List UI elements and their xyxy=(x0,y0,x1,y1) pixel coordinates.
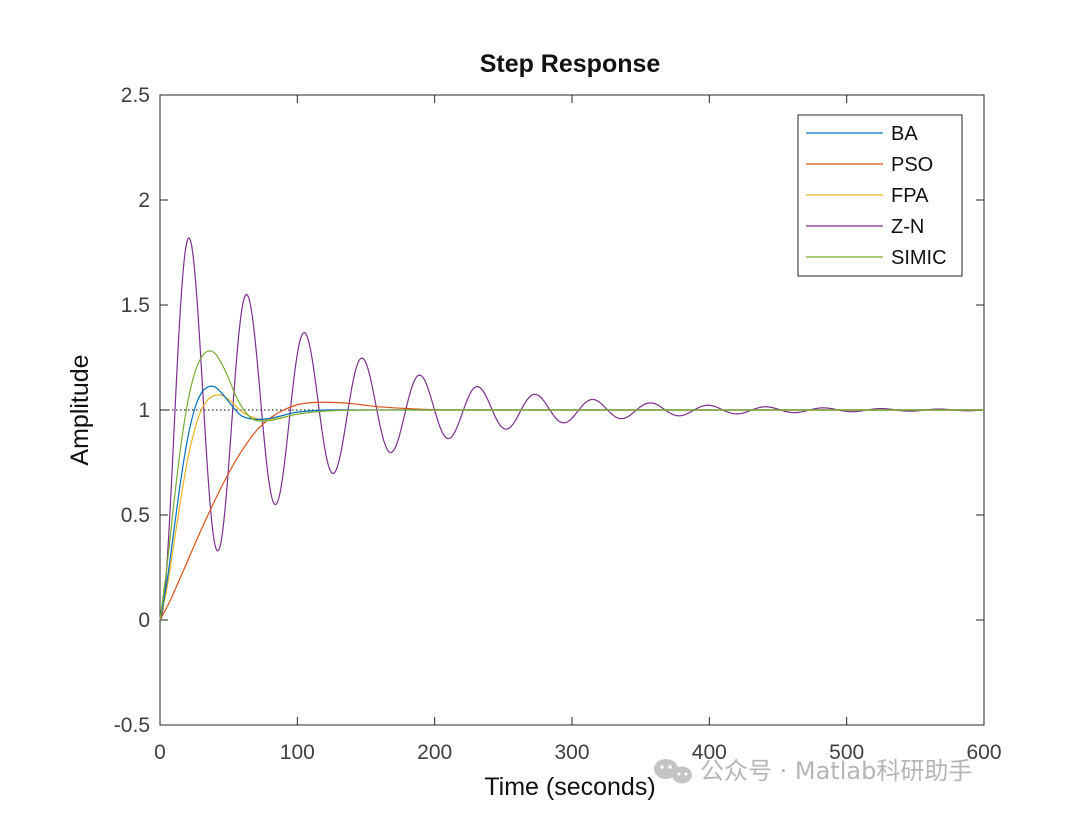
x-tick-label: 200 xyxy=(417,741,452,764)
legend-label: PSO xyxy=(891,154,933,176)
y-tick-label: 2.5 xyxy=(121,84,150,107)
legend-label: FPA xyxy=(891,185,929,207)
series-line-simic xyxy=(159,350,984,621)
x-tick-label: 100 xyxy=(280,741,315,764)
legend-label: SIMIC xyxy=(891,247,947,269)
y-tick-label: 1.5 xyxy=(121,294,150,317)
chart-title: Step Response xyxy=(480,50,661,78)
y-tick-label: 0.5 xyxy=(121,504,150,527)
x-tick-label: 300 xyxy=(554,741,589,764)
x-tick-label: 400 xyxy=(692,741,727,764)
x-tick-label: 0 xyxy=(154,741,166,764)
watermark-text: 公众号 · Matlab科研助手 xyxy=(700,757,972,785)
y-tick-label: 2 xyxy=(138,189,150,212)
y-axis-label: Amplitude xyxy=(66,354,94,465)
legend-label: BA xyxy=(891,123,918,145)
tick-labels: 0 100 200 300 400 500 600-0.500.511.522.5 xyxy=(114,84,1002,764)
x-tick-label: 600 xyxy=(966,741,1001,764)
x-axis-label: Time (seconds) xyxy=(484,773,655,801)
wechat-icon xyxy=(654,759,692,784)
x-tick-label: 500 xyxy=(829,741,864,764)
series-line-z-n xyxy=(159,237,985,621)
legend-label: Z-N xyxy=(891,216,924,238)
series-group xyxy=(159,237,985,621)
watermark: 公众号 · Matlab科研助手 xyxy=(654,757,972,785)
y-tick-label: 0 xyxy=(138,609,150,632)
y-tick-label: -0.5 xyxy=(114,714,150,737)
y-tick-label: 1 xyxy=(138,399,150,422)
legend: BA PSO FPA Z-N SIMIC xyxy=(797,114,963,277)
